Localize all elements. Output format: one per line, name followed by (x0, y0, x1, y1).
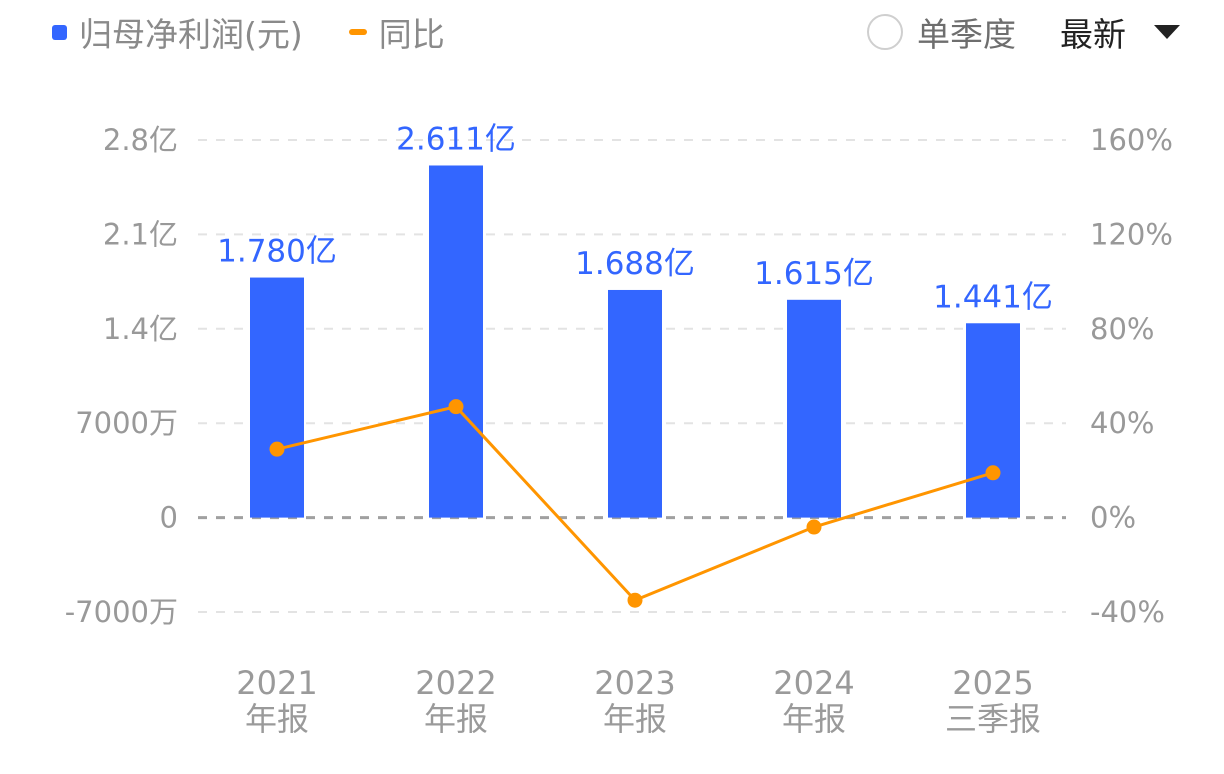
x-axis-label: 2022 (415, 664, 496, 702)
bar-value-label: 2.611亿 (396, 121, 516, 157)
y-right-tick: -40% (1090, 595, 1165, 629)
dropdown-caret-icon (1154, 25, 1180, 39)
bar-value-label: 1.780亿 (217, 234, 337, 270)
yoy-point[interactable] (627, 592, 643, 608)
chart-controls: 单季度 最新 (867, 8, 1180, 56)
x-axis-label: 2024 (773, 664, 854, 702)
y-left-tick: -7000万 (65, 595, 178, 629)
bar[interactable] (250, 277, 304, 518)
x-axis-label: 2021 (236, 664, 317, 702)
x-axis-label: 2025 (952, 664, 1033, 702)
y-left-tick: 1.4亿 (103, 312, 178, 346)
y-left-tick: 7000万 (75, 406, 178, 440)
chart-legend: 归母净利润(元) 同比 (52, 8, 445, 56)
yoy-point[interactable] (806, 519, 822, 535)
y-right-tick: 40% (1090, 406, 1154, 440)
legend-bar-label[interactable]: 归母净利润(元) (79, 15, 303, 54)
sort-dropdown-value: 最新 (1060, 15, 1126, 54)
x-axis-label: 年报 (782, 700, 846, 738)
x-axis-label: 年报 (424, 700, 488, 738)
bar-value-label: 1.615亿 (754, 256, 874, 292)
yoy-point[interactable] (448, 399, 464, 415)
bar-value-label: 1.688亿 (575, 246, 695, 282)
yoy-point[interactable] (269, 441, 285, 457)
x-axis-label: 三季报 (945, 700, 1041, 738)
bar[interactable] (787, 299, 841, 518)
bar[interactable] (429, 165, 483, 518)
x-axis-label: 年报 (245, 700, 309, 738)
y-right-tick: 120% (1090, 217, 1173, 251)
y-left-tick: 0 (160, 501, 178, 535)
bar-value-label: 1.441亿 (933, 279, 1053, 315)
single-quarter-radio[interactable] (867, 14, 903, 50)
y-left-tick: 2.8亿 (103, 123, 178, 157)
y-right-tick: 80% (1090, 312, 1154, 346)
y-left-tick: 2.1亿 (103, 217, 178, 251)
legend-line-swatch-icon (348, 29, 367, 35)
yoy-point[interactable] (985, 465, 1001, 481)
x-axis-label: 年报 (603, 700, 667, 738)
legend-line-label[interactable]: 同比 (378, 15, 445, 54)
x-axis-label: 2023 (594, 664, 675, 702)
legend-bar-swatch-icon (52, 24, 67, 40)
single-quarter-label[interactable]: 单季度 (917, 15, 1016, 54)
y-right-tick: 160% (1090, 123, 1173, 157)
y-right-tick: 0% (1090, 501, 1136, 535)
sort-dropdown[interactable]: 最新 (1060, 8, 1180, 56)
bar[interactable] (608, 289, 662, 518)
bar[interactable] (966, 323, 1020, 518)
